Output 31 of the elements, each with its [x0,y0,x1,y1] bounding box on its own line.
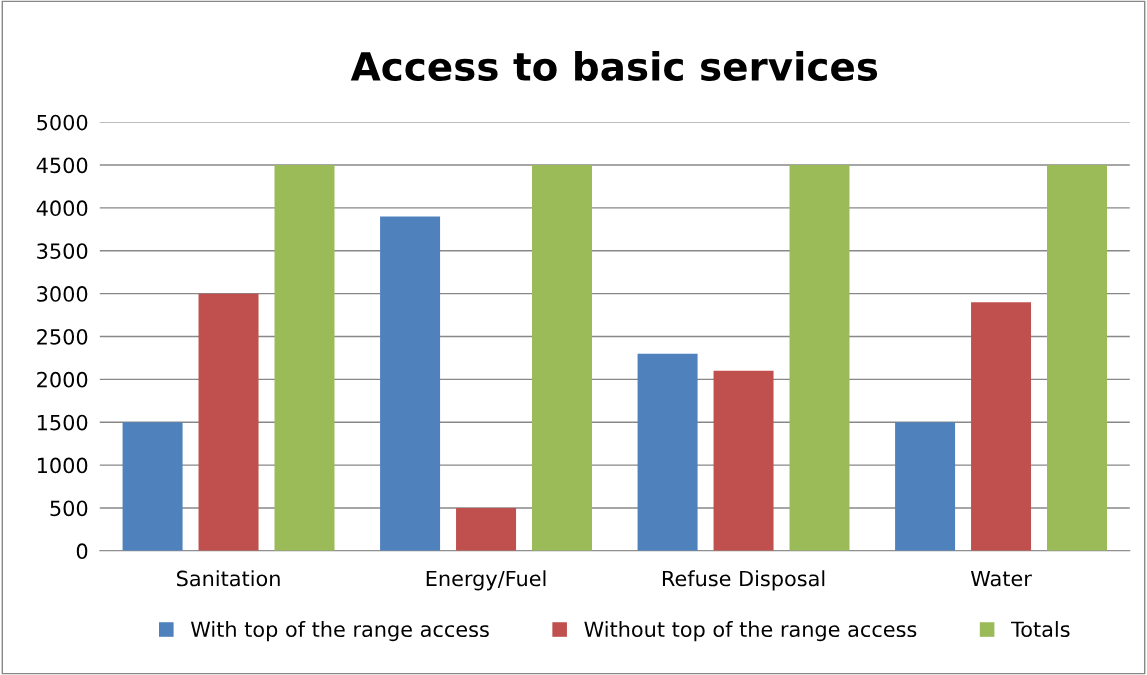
legend-label: Without top of the range access [584,620,917,642]
y-tick-label: 4500 [36,157,88,174]
y-tick-label: 500 [50,500,88,517]
y-tick-label: 5000 [37,114,88,131]
bar [1047,165,1108,551]
bar [713,370,774,551]
y-tick-label: 0 [76,543,88,560]
bar [895,422,956,551]
bar [122,422,183,551]
x-tick-label: Refuse Disposal [662,570,825,591]
bar [198,293,259,551]
bar [532,165,592,551]
x-tick-label: Water [970,570,1032,587]
x-tick-label: Sanitation [177,570,280,587]
bar [456,507,517,551]
y-tick-label: 4000 [36,200,88,217]
legend-label: Totals [1011,620,1070,638]
y-tick-label: 1500 [37,414,88,431]
bar [637,353,698,551]
legend-label: With top of the range access [190,620,489,642]
bar [274,165,335,551]
y-tick-label: 1000 [37,457,88,474]
y-tick-label: 2000 [37,371,88,388]
bar [789,165,850,551]
bar [380,216,441,551]
y-tick-label: 3000 [37,286,88,302]
y-tick-label: 3500 [37,243,88,259]
x-tick-label: Energy/Fuel [426,570,546,591]
y-tick-label: 2500 [37,328,88,345]
chart-title: Access to basic services [350,50,878,82]
bar [971,302,1032,551]
